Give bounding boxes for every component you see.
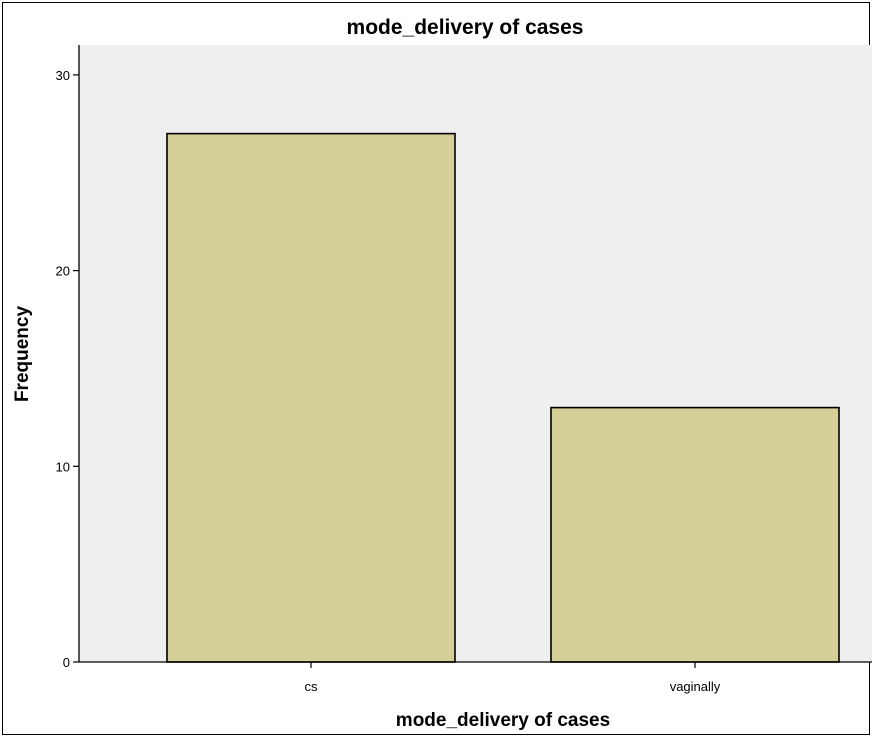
chart-title: mode_delivery of cases: [347, 16, 584, 39]
x-axis-label: mode_delivery of cases: [396, 710, 610, 731]
bar-vaginally: [550, 406, 840, 663]
y-axis-label: Frequency: [12, 306, 33, 403]
y-tick-label-10: 10: [56, 459, 70, 474]
y-tick-label-20: 20: [56, 264, 70, 279]
bar-cs: [166, 132, 456, 663]
y-tick-label-0: 0: [63, 655, 70, 670]
ticks-layer: cs vaginally 0 10 20 30: [56, 68, 721, 694]
x-tick-label-vaginally: vaginally: [670, 679, 721, 694]
x-tick-label-cs: cs: [305, 679, 319, 694]
axes-layer: [73, 45, 872, 668]
bars-layer: [166, 132, 840, 663]
y-tick-label-30: 30: [56, 68, 70, 83]
